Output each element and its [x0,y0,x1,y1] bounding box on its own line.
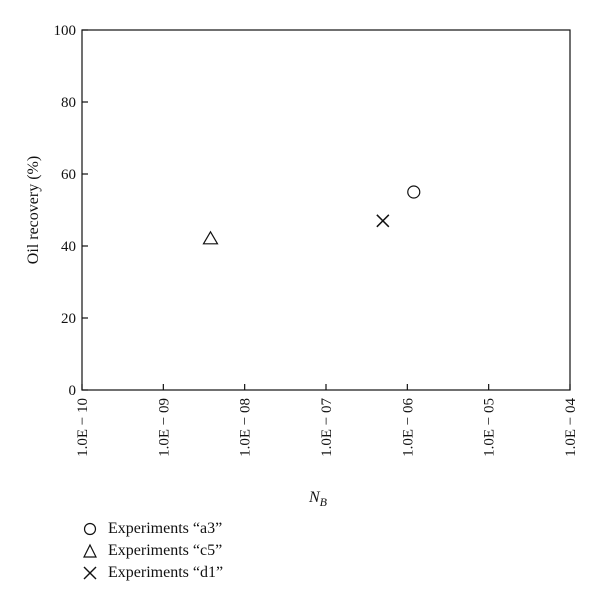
x-tick-label: 1.0E − 04 [563,398,579,457]
legend-label-d1: Experiments “d1” [108,564,224,581]
y-tick-label: 20 [61,311,76,327]
y-axis-ticks: 0 20 40 60 80 100 [54,23,88,399]
legend-item-d1: Experiments “d1” [82,562,223,584]
x-axis-title-subscript: B [320,495,328,509]
y-tick-label: 40 [61,239,76,255]
y-tick-label: 100 [54,23,77,39]
y-tick-label: 0 [69,383,77,399]
x-marker-icon [83,566,97,580]
x-tick-label: 1.0E − 10 [75,398,91,457]
x-tick-label: 1.0E − 09 [156,398,172,457]
plot-frame [81,29,571,391]
x-axis-title-main: N [308,489,321,506]
x-tick-label: 1.0E − 08 [238,398,254,457]
x-axis-title: NB [308,489,328,509]
point-circle [407,185,421,199]
legend: Experiments “a3” Experiments “c5” Experi… [82,518,223,584]
triangle-marker-icon [83,543,97,558]
y-axis-title: Oil recovery (%) [25,156,42,264]
point-x [376,214,390,228]
x-tick-label: 1.0E − 07 [319,398,335,457]
data-points [202,185,421,245]
legend-label-c5: Experiments “c5” [108,542,223,559]
chart: 0 20 40 60 80 100 1.0E − 10 1.0E − 09 1.0E − 08… [25,23,579,509]
y-tick-label: 80 [61,95,76,111]
x-axis-ticks: 1.0E − 10 1.0E − 09 1.0E − 08 1.0E − 07 1.0E… [75,384,579,457]
circle-marker-icon [83,522,97,536]
x-tick-label: 1.0E − 06 [400,398,416,457]
legend-label-a3: Experiments “a3” [108,520,223,537]
legend-item-a3: Experiments “a3” [82,518,223,540]
point-triangle [202,230,219,245]
y-tick-label: 60 [61,167,76,183]
x-tick-label: 1.0E − 05 [482,398,498,457]
legend-item-c5: Experiments “c5” [82,540,223,562]
